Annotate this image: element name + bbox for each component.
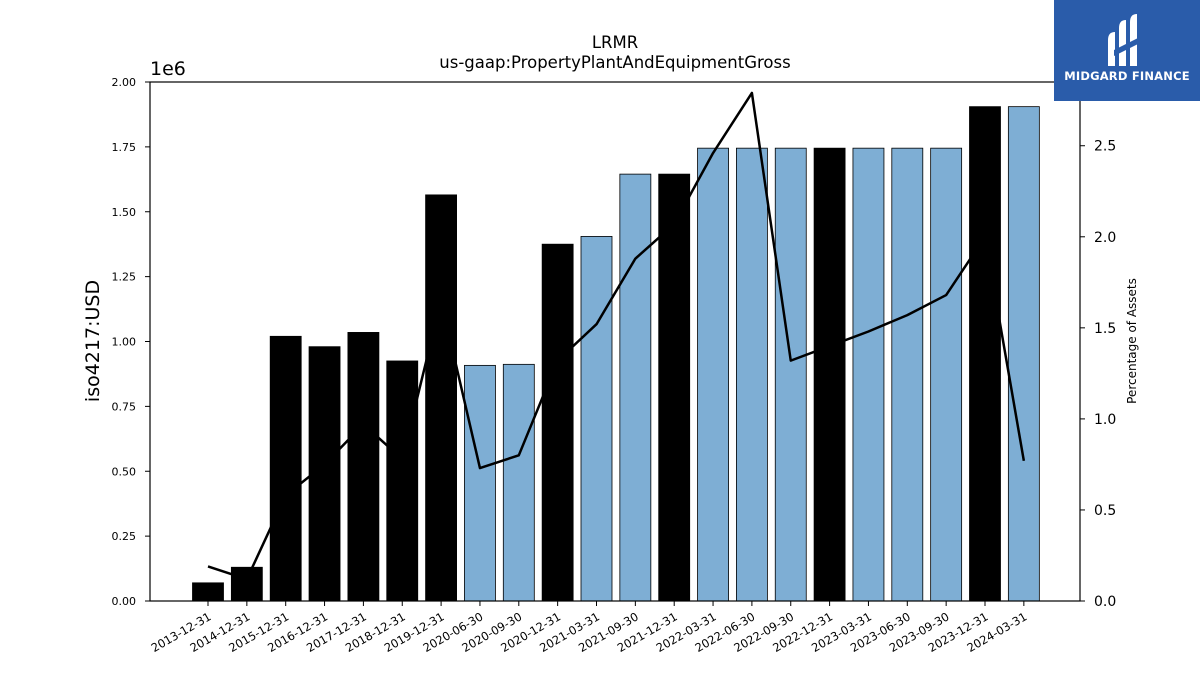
bar-2018-12-31 [386,360,419,602]
bar-2022-03-31 [697,147,729,602]
y2-tick-label: 1.0 [1094,412,1116,428]
bar-2024-03-31 [1007,106,1040,602]
y-tick-label: 0.00 [112,595,137,608]
midgard-logo-mark-icon [1108,14,1138,66]
y-offset-label: 1e6 [150,58,186,80]
logo-text: MIDGARD FINANCE [1064,69,1190,83]
chart-subtitle: us-gaap:PropertyPlantAndEquipmentGross [439,53,790,72]
bar-2015-12-31 [269,335,302,602]
y2-tick-label: 0.0 [1094,594,1116,610]
chart-title: LRMR [592,33,638,52]
bar-2021-09-30 [619,173,652,602]
bars-group [192,106,1040,602]
bar-2023-12-31 [969,106,1001,602]
y2-tick-label: 1.5 [1094,321,1116,337]
bar-2020-09-30 [502,363,535,602]
bar-2023-09-30 [930,147,963,602]
y-tick-label: 1.75 [112,141,137,154]
y2-tick-label: 2.0 [1094,230,1116,246]
bar-2020-06-30 [464,364,496,602]
bar-2021-03-31 [580,236,613,602]
bar-2019-12-31 [425,194,458,602]
y2-tick-label: 2.5 [1094,139,1116,155]
bar-2023-06-30 [891,147,924,602]
bar-2020-12-31 [541,243,574,602]
bar-2022-06-30 [736,147,768,602]
bar-2014-12-31 [230,566,263,602]
y-tick-label: 0.25 [112,530,137,543]
bar-2021-12-31 [658,173,691,602]
line-group [207,91,1026,581]
y-tick-label: 1.00 [112,336,137,349]
y-tick-label: 0.50 [112,465,137,478]
bar-2022-12-31 [813,147,846,602]
bar-2013-12-31 [192,582,224,602]
midgard-logo: MIDGARD FINANCE [1054,0,1200,101]
y2-axis-label: Percentage of Assets [1125,278,1139,404]
y-tick-label: 1.25 [112,271,137,284]
percentage-line [207,91,1026,581]
y-axis-label: iso4217:USD [82,280,104,402]
y-tick-label: 1.50 [112,206,137,219]
y-tick-label: 0.75 [112,400,137,413]
bar-2023-03-31 [852,147,885,602]
y-tick-label: 2.00 [112,76,137,89]
bar-2017-12-31 [347,332,380,602]
y2-tick-label: 0.5 [1094,503,1116,519]
bar-2022-09-30 [774,147,807,602]
